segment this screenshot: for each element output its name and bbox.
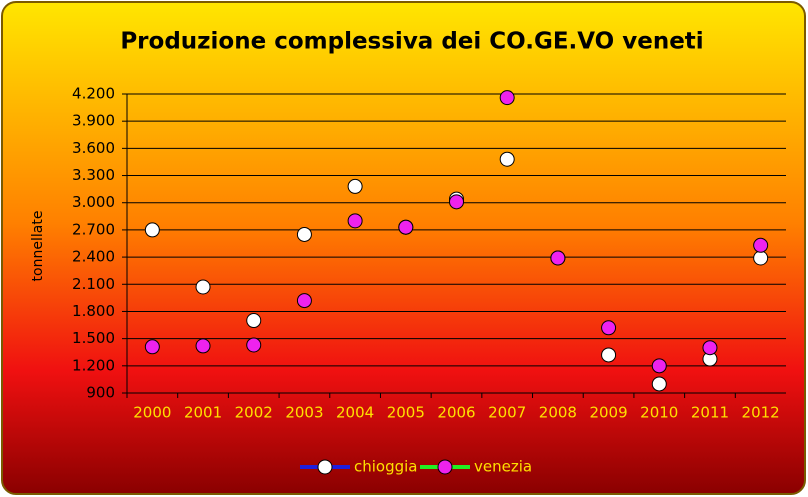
legend-label: venezia <box>474 458 532 476</box>
data-point <box>246 337 262 353</box>
x-tick-label: 2009 <box>589 404 627 422</box>
data-point <box>601 347 617 363</box>
legend-label: chioggia <box>354 458 418 476</box>
x-tick-label: 2011 <box>691 404 729 422</box>
data-point <box>753 237 769 253</box>
data-point <box>195 338 211 354</box>
data-point <box>144 339 160 355</box>
y-tick-label: 3.900 <box>72 112 115 130</box>
y-axis-label: tonnellate <box>30 211 46 282</box>
x-tick-label: 2007 <box>488 404 526 422</box>
x-tick-label: 2002 <box>235 404 273 422</box>
y-tick-label: 2.700 <box>72 220 115 238</box>
data-point <box>347 213 363 229</box>
data-point <box>499 90 515 106</box>
data-point <box>144 222 160 238</box>
y-tick-label: 900 <box>86 384 115 402</box>
y-tick-label: 1.800 <box>72 302 115 320</box>
legend-marker <box>437 459 453 475</box>
y-tick-label: 3.000 <box>72 193 115 211</box>
data-point <box>347 178 363 194</box>
data-point <box>550 250 566 266</box>
y-tick-label: 3.600 <box>72 139 115 157</box>
x-tick-label: 2004 <box>336 404 374 422</box>
x-tick-label: 2003 <box>285 404 323 422</box>
y-tick-label: 1.200 <box>72 356 115 374</box>
data-point <box>449 194 464 210</box>
data-point <box>651 358 667 374</box>
x-tick-label: 2005 <box>387 404 425 422</box>
x-tick-label: 2001 <box>184 404 222 422</box>
data-point <box>601 320 617 336</box>
x-tick-label: 2008 <box>539 404 577 422</box>
x-tick-label: 2000 <box>133 404 171 422</box>
y-tick-label: 1.500 <box>72 329 115 347</box>
y-tick-label: 3.300 <box>72 166 115 184</box>
x-tick-label: 2012 <box>742 404 780 422</box>
x-tick-label: 2010 <box>640 404 678 422</box>
y-tick-label: 2.100 <box>72 275 115 293</box>
data-point <box>753 250 769 266</box>
data-point <box>296 293 312 309</box>
data-point <box>398 219 414 235</box>
data-point <box>195 279 211 295</box>
legend-marker <box>317 459 333 475</box>
data-point <box>651 376 667 392</box>
y-tick-label: 4.200 <box>72 85 115 103</box>
data-point <box>499 151 515 167</box>
data-point <box>246 313 262 329</box>
data-point <box>296 226 312 242</box>
y-tick-label: 2.400 <box>72 248 115 266</box>
chart-title: Produzione complessiva dei CO.GE.VO vene… <box>120 29 703 55</box>
data-point <box>702 340 718 356</box>
x-tick-label: 2006 <box>437 404 475 422</box>
